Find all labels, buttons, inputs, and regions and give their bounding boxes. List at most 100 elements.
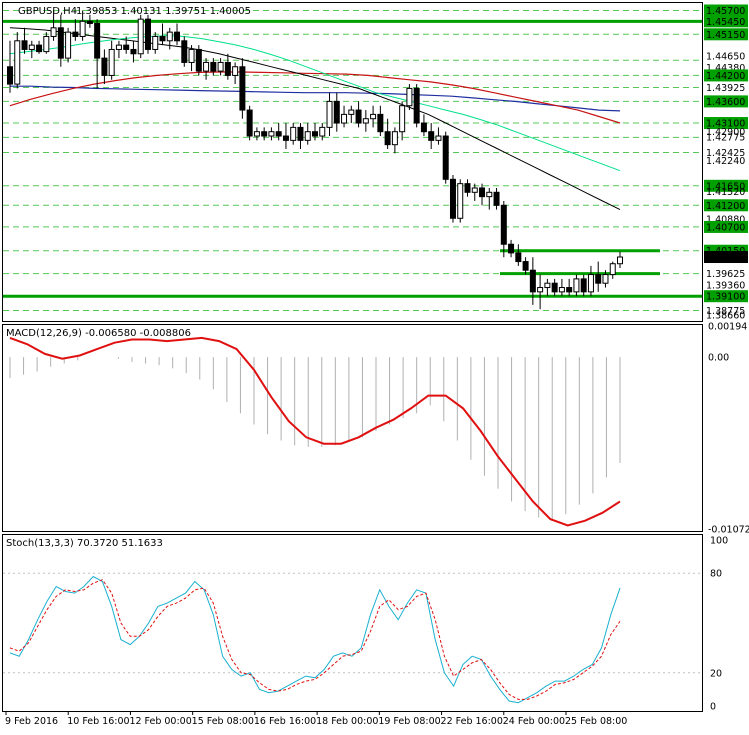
candle-body (362, 118, 369, 124)
macd-scale-label: 0.00194 (708, 322, 747, 333)
candle-body (261, 131, 268, 137)
candle-body (355, 109, 362, 124)
stoch-scale-label: 80 (710, 569, 722, 580)
candle-body (203, 61, 210, 72)
price-tick-label: 1.38660 (706, 311, 745, 322)
price-tick-label: 1.41650 (706, 181, 745, 192)
price-tick-label: 1.43600 (706, 97, 745, 108)
moving-average-blue (10, 85, 621, 112)
candle-body (282, 135, 289, 141)
stoch-pane-frame (2, 534, 703, 712)
candle-body (348, 109, 355, 115)
candle-body (210, 61, 217, 72)
price-label-box (704, 28, 748, 41)
time-axis-label: 16 Feb 16:00 (254, 716, 316, 727)
macd-indicator[interactable]: 0.00194 0.00 -0.010727 (9, 322, 749, 536)
time-axis-label: 19 Feb 08:00 (378, 716, 440, 727)
price-tick-label: 1.42900 (706, 127, 745, 138)
candle-body (72, 31, 79, 37)
price-tick-label: 1.42775 (706, 133, 745, 144)
candle-body (152, 35, 159, 50)
price-tick-label: 1.40880 (706, 215, 745, 226)
macd-scale-label: -0.010727 (708, 525, 749, 536)
price-label-box (704, 4, 748, 17)
candle-body (65, 31, 72, 59)
candle-body (79, 20, 86, 37)
macd-scale-label: 0.00 (708, 353, 729, 364)
candle-body (268, 131, 275, 137)
candle-body (137, 18, 144, 55)
candle-body (246, 109, 253, 137)
candle-body (297, 126, 304, 141)
candle-body (573, 278, 580, 293)
price-label-box (704, 199, 748, 212)
moving-average-black (9, 27, 621, 211)
price-label-box (704, 251, 748, 264)
candle-body (166, 31, 173, 42)
candle-body (442, 135, 449, 180)
macd-title: MACD(12,26,9) -0.006580 -0.008806 (6, 328, 191, 339)
candle-body (232, 66, 239, 76)
candle-body (7, 66, 13, 85)
candle-body (188, 48, 195, 63)
candle-body (457, 183, 464, 219)
time-axis-label: 24 Feb 00:00 (503, 716, 565, 727)
candle-body (326, 100, 333, 128)
candle-body (406, 87, 413, 107)
candle-body (370, 113, 377, 120)
candle-body (144, 18, 151, 50)
candle-body (123, 44, 130, 50)
candle-body (558, 287, 565, 293)
price-tick-label: 1.41520 (706, 187, 745, 198)
candle-body (391, 131, 398, 146)
symbol-title: GBPUSD,H4 (18, 6, 77, 17)
candle-body (21, 40, 28, 50)
stoch-scale-label: 100 (710, 536, 728, 547)
candle-body (471, 187, 478, 193)
candle-body (508, 243, 515, 254)
candle-body (312, 131, 318, 137)
candle-body (239, 66, 246, 111)
candle-body (115, 44, 122, 50)
candle-body (108, 48, 115, 76)
price-tick-label: 1.43100 (706, 119, 745, 130)
price-tick-label: 1.44380 (706, 63, 745, 74)
candle-body (420, 122, 427, 133)
stochastic-indicator[interactable]: 100 80 20 0 (3, 536, 728, 713)
candle-body (529, 269, 536, 293)
time-axis-label: 12 Feb 00:00 (129, 716, 191, 727)
moving-average-green (9, 35, 621, 172)
candle-body (435, 135, 442, 141)
time-axis-label: 18 Feb 00:00 (316, 716, 378, 727)
stoch-main-line (9, 575, 621, 704)
stoch-scale-label: 0 (710, 702, 716, 713)
candle-body (537, 287, 544, 293)
candle-body (449, 178, 456, 219)
candle-body (384, 131, 391, 146)
stoch-signal-line (9, 579, 621, 700)
price-label-box (704, 95, 748, 108)
price-tick-label: 1.44200 (706, 71, 745, 82)
candle-body (617, 256, 623, 265)
candle-body (319, 126, 326, 137)
candle-body (479, 187, 486, 198)
time-axis-label: 22 Feb 16:00 (441, 716, 503, 727)
candle-body (159, 35, 166, 42)
candle-body (14, 40, 21, 85)
candle-body (290, 126, 297, 141)
price-tick-label: 1.38775 (706, 306, 745, 317)
stoch-title: Stoch(13,3,3) 70.3720 51.1633 (6, 538, 163, 549)
price-tick-label: 1.42425 (706, 148, 745, 159)
candle-body (341, 113, 348, 124)
candle-body (28, 44, 35, 50)
candle-body (57, 27, 64, 59)
price-label-box (704, 69, 748, 82)
candle-body (609, 263, 616, 276)
price-tick-label: 1.45450 (706, 17, 745, 28)
price-tick-label: 1.40005 (706, 253, 745, 264)
price-label-box (704, 117, 748, 130)
candle-body (377, 113, 384, 133)
candle-body (304, 131, 311, 141)
